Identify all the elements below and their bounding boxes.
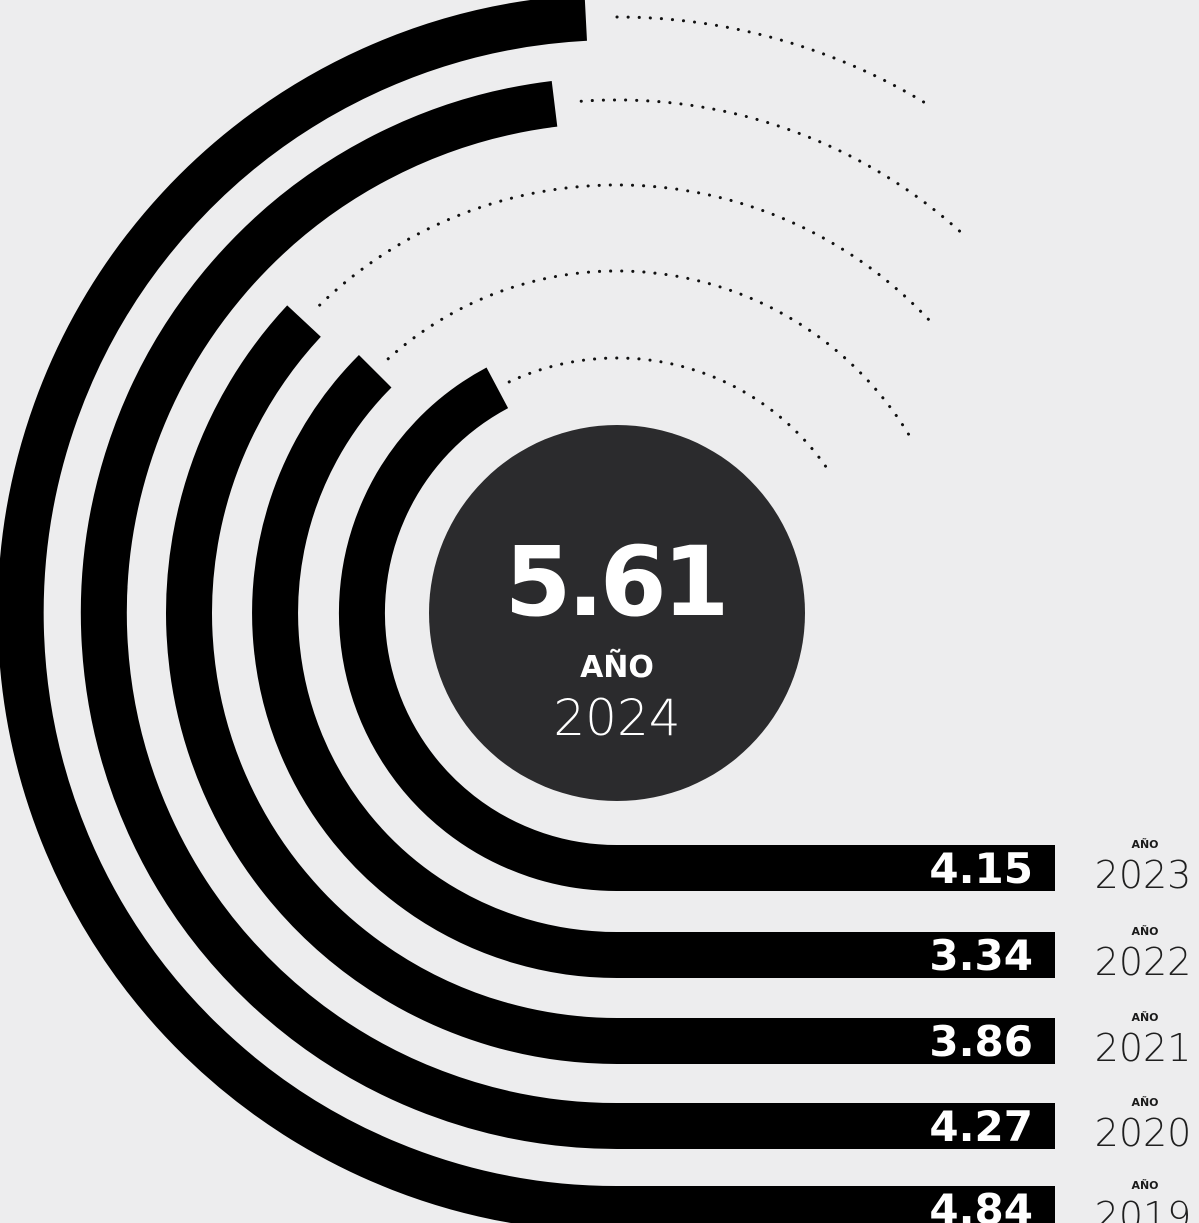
category-year-2023: 2023: [1095, 853, 1192, 897]
center-year: 2024: [553, 689, 680, 747]
bar-2023: [338, 367, 1055, 891]
category-label-2021: AÑO: [1131, 1011, 1158, 1024]
center-value: 5.61: [505, 526, 726, 638]
bar-2020: [80, 80, 1055, 1149]
bars: [0, 0, 1055, 1223]
category-year-2020: 2020: [1095, 1111, 1192, 1155]
center-circle: [429, 425, 805, 801]
category-label-2019: AÑO: [1131, 1179, 1158, 1192]
category-label-2022: AÑO: [1131, 925, 1158, 938]
bar-labels: 4.15 AÑO 2023 3.34 AÑO 2022 3.86 AÑO 2021 4.27 AÑO…: [929, 838, 1191, 1223]
bar-2019: [0, 0, 1055, 1223]
category-label-2020: AÑO: [1131, 1096, 1158, 1109]
dotted-guide-2019: [615, 15, 935, 110]
bar-value-2020: 4.27: [929, 1102, 1033, 1151]
dotted-guide-2023: [507, 356, 828, 469]
bar-2022: [252, 354, 1055, 978]
bar-value-2023: 4.15: [929, 844, 1033, 893]
bar-value-2019: 4.84: [929, 1185, 1033, 1223]
category-year-2021: 2021: [1095, 1026, 1192, 1070]
category-year-2019: 2019: [1095, 1194, 1192, 1223]
dotted-guide-2021: [318, 183, 937, 329]
dotted-guide-2020: [579, 98, 969, 240]
category-label-2023: AÑO: [1131, 838, 1158, 851]
dotted-guides: [318, 15, 969, 469]
bar-2021: [166, 305, 1055, 1064]
category-year-2022: 2022: [1095, 940, 1192, 984]
center-label: AÑO: [580, 648, 654, 685]
center-badge: 5.61 AÑO 2024: [429, 425, 805, 801]
bar-value-2021: 3.86: [929, 1017, 1033, 1066]
bar-value-2022: 3.34: [929, 931, 1033, 980]
